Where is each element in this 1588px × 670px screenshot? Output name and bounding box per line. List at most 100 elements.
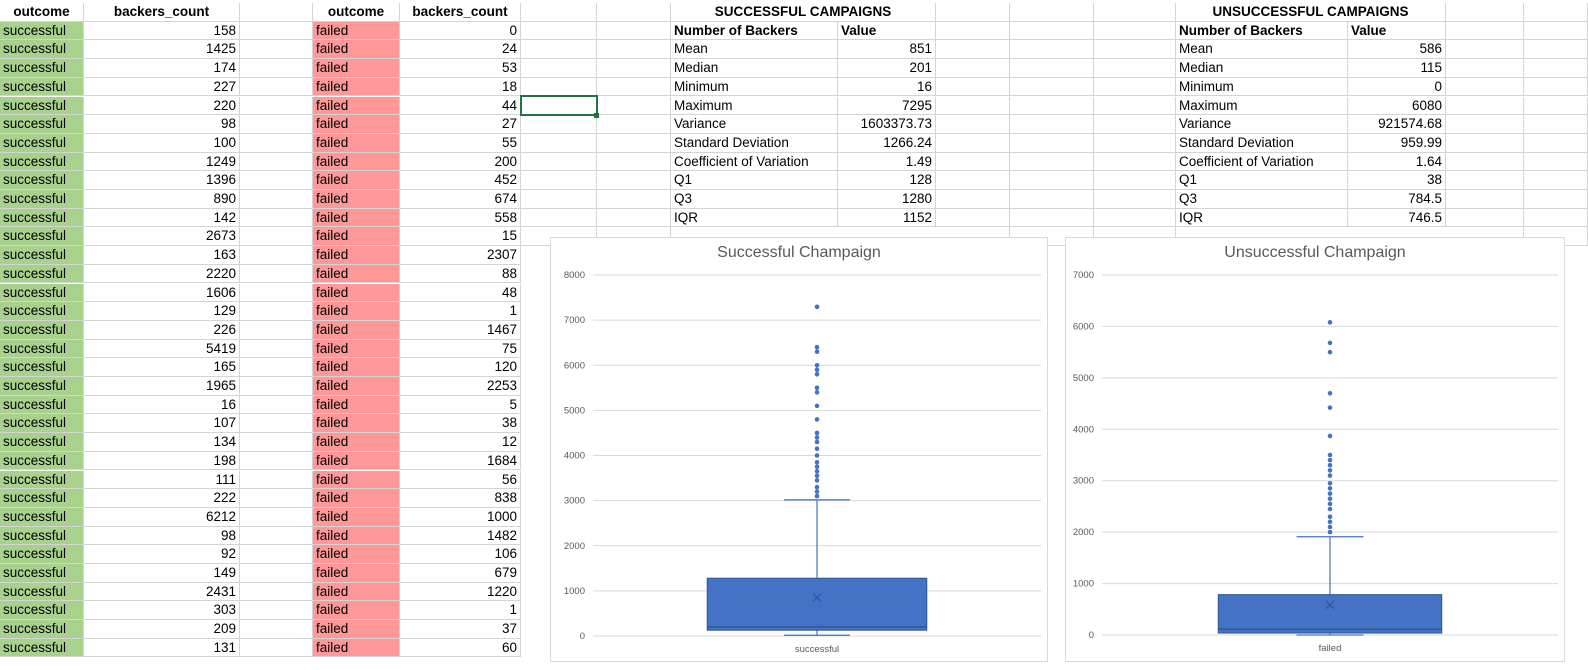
cell[interactable] <box>521 77 597 97</box>
cell[interactable] <box>1094 115 1176 134</box>
outcome-cell[interactable]: successful <box>0 470 84 490</box>
cell[interactable] <box>597 59 671 78</box>
backers-cell[interactable]: 24 <box>400 40 521 60</box>
backers-cell[interactable]: 890 <box>84 190 240 209</box>
outcome-cell[interactable]: successful <box>0 133 84 153</box>
cell[interactable] <box>597 133 671 153</box>
backers-cell[interactable]: 1 <box>400 601 521 621</box>
cell[interactable] <box>1010 208 1094 228</box>
cell[interactable] <box>1524 190 1588 209</box>
cell[interactable] <box>1446 171 1524 190</box>
stat-value[interactable]: 0 <box>1348 77 1446 97</box>
cell[interactable] <box>240 77 313 97</box>
stat-value[interactable]: 746.5 <box>1348 208 1446 228</box>
backers-cell[interactable]: 1684 <box>400 451 521 471</box>
backers-cell[interactable]: 56 <box>400 470 521 490</box>
cell[interactable] <box>1094 208 1176 228</box>
cell[interactable] <box>1010 227 1094 247</box>
backers-cell[interactable]: 134 <box>84 433 240 452</box>
cell[interactable] <box>240 507 313 527</box>
cell[interactable] <box>597 21 671 41</box>
outcome-cell[interactable]: successful <box>0 115 84 134</box>
outcome-cell[interactable]: successful <box>0 302 84 321</box>
outcome-cell[interactable]: failed <box>313 545 400 564</box>
backers-cell[interactable]: 44 <box>400 96 521 116</box>
backers-cell[interactable]: 2253 <box>400 377 521 396</box>
outcome-cell[interactable]: failed <box>313 507 400 527</box>
cell[interactable] <box>240 133 313 153</box>
cell[interactable] <box>1446 3 1524 22</box>
backers-cell[interactable]: 838 <box>400 489 521 508</box>
cell[interactable] <box>240 470 313 490</box>
cell[interactable] <box>597 115 671 134</box>
cell[interactable] <box>240 246 313 265</box>
stat-label[interactable]: Q3 <box>671 190 838 209</box>
stat-value[interactable]: 16 <box>838 77 936 97</box>
outcome-cell[interactable]: successful <box>0 395 84 415</box>
cell[interactable] <box>240 395 313 415</box>
cell[interactable] <box>1094 190 1176 209</box>
outcome-cell[interactable]: successful <box>0 320 84 340</box>
backers-cell[interactable]: 27 <box>400 115 521 134</box>
outcome-cell[interactable]: successful <box>0 545 84 564</box>
cell[interactable] <box>240 21 313 41</box>
stat-label[interactable]: Minimum <box>1176 77 1348 97</box>
backers-cell[interactable]: 106 <box>400 545 521 564</box>
backers-cell[interactable]: 142 <box>84 208 240 228</box>
cell[interactable] <box>240 433 313 452</box>
backers-cell[interactable]: 2431 <box>84 582 240 602</box>
cell[interactable] <box>1524 208 1588 228</box>
backers-cell[interactable]: 0 <box>400 21 521 41</box>
outcome-cell[interactable]: successful <box>0 264 84 284</box>
cell[interactable] <box>1446 59 1524 78</box>
stat-value[interactable]: 7295 <box>838 96 936 116</box>
stat-label[interactable]: Variance <box>1176 115 1348 134</box>
cell[interactable] <box>936 96 1010 116</box>
cell[interactable] <box>1524 171 1588 190</box>
cell[interactable] <box>597 208 671 228</box>
header-cell[interactable]: backers_count <box>84 3 240 22</box>
outcome-cell[interactable]: successful <box>0 601 84 621</box>
stat-value[interactable]: 1603373.73 <box>838 115 936 134</box>
backers-cell[interactable]: 1425 <box>84 40 240 60</box>
cell[interactable] <box>1524 59 1588 78</box>
backers-cell[interactable]: 303 <box>84 601 240 621</box>
stat-value[interactable]: 1.49 <box>838 152 936 172</box>
cell[interactable] <box>240 358 313 377</box>
backers-cell[interactable]: 149 <box>84 564 240 583</box>
outcome-cell[interactable]: failed <box>313 208 400 228</box>
cell[interactable] <box>597 96 671 116</box>
cell[interactable] <box>521 40 597 60</box>
stat-value[interactable]: 38 <box>1348 171 1446 190</box>
cell[interactable] <box>1094 3 1176 22</box>
cell[interactable] <box>240 339 313 359</box>
backers-cell[interactable]: 5419 <box>84 339 240 359</box>
backers-cell[interactable]: 16 <box>84 395 240 415</box>
cell[interactable] <box>597 190 671 209</box>
stats-header[interactable]: Number of Backers <box>671 21 838 41</box>
stat-label[interactable]: Q1 <box>1176 171 1348 190</box>
backers-cell[interactable]: 6212 <box>84 507 240 527</box>
outcome-cell[interactable]: failed <box>313 489 400 508</box>
outcome-cell[interactable]: failed <box>313 246 400 265</box>
backers-cell[interactable]: 107 <box>84 414 240 434</box>
outcome-cell[interactable]: failed <box>313 320 400 340</box>
cell[interactable] <box>240 302 313 321</box>
cell[interactable] <box>1010 96 1094 116</box>
cell[interactable] <box>1524 21 1588 41</box>
stat-label[interactable]: Variance <box>671 115 838 134</box>
cell[interactable] <box>936 77 1010 97</box>
backers-cell[interactable]: 158 <box>84 21 240 41</box>
backers-cell[interactable]: 100 <box>84 133 240 153</box>
backers-cell[interactable]: 12 <box>400 433 521 452</box>
cell[interactable] <box>597 152 671 172</box>
stat-label[interactable]: Median <box>1176 59 1348 78</box>
backers-cell[interactable]: 452 <box>400 171 521 190</box>
cell[interactable] <box>1094 40 1176 60</box>
stat-label[interactable]: Standard Deviation <box>1176 133 1348 153</box>
outcome-cell[interactable]: successful <box>0 171 84 190</box>
cell[interactable] <box>1010 115 1094 134</box>
stat-label[interactable]: Mean <box>671 40 838 60</box>
backers-cell[interactable]: 98 <box>84 526 240 546</box>
cell[interactable] <box>240 489 313 508</box>
